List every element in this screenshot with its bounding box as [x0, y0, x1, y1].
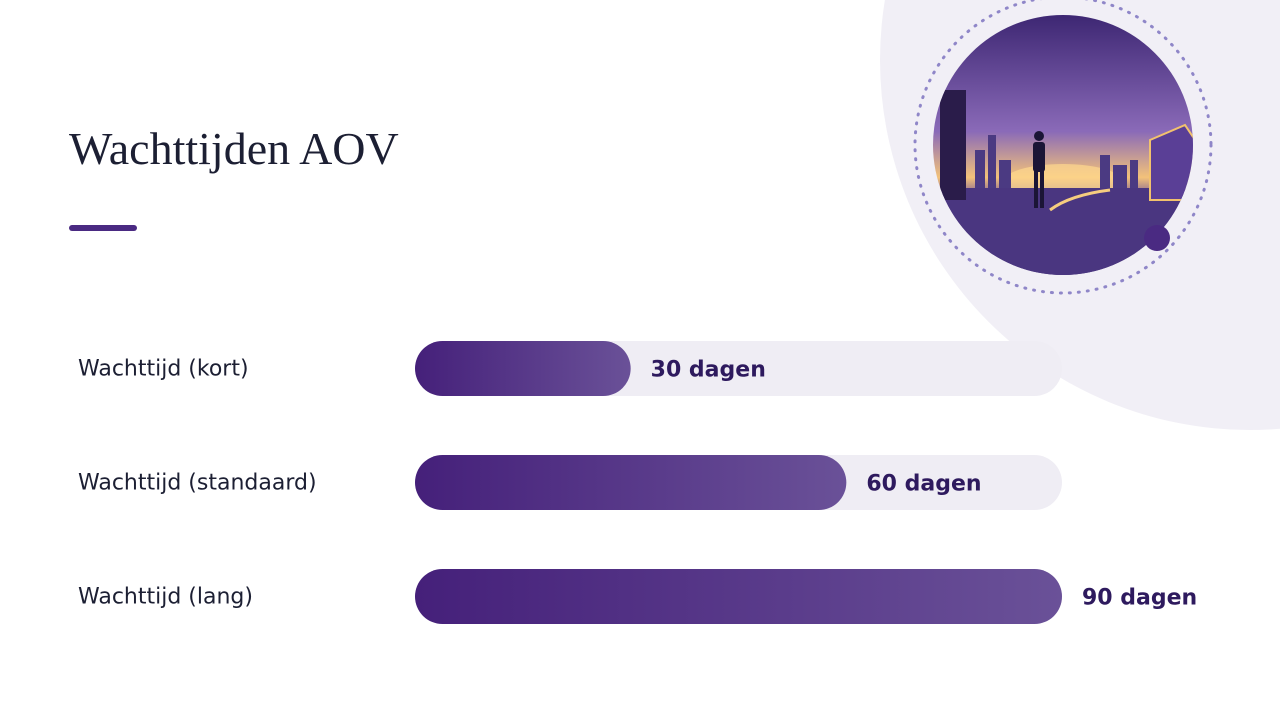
dotted-ring — [913, 0, 1213, 295]
bar — [415, 341, 631, 396]
decor-dot — [1144, 225, 1170, 251]
value-label: 30 dagen — [651, 358, 766, 383]
bar — [415, 569, 1062, 624]
bar — [415, 455, 847, 510]
value-label: 90 dagen — [1082, 586, 1197, 611]
category-label: Wachttijd (kort) — [78, 357, 249, 382]
chart-title: Wachttijden AOV — [69, 123, 399, 174]
category-label: Wachttijd (standaard) — [78, 471, 317, 496]
title-underline — [69, 225, 137, 231]
category-label: Wachttijd (lang) — [78, 585, 253, 610]
value-label: 60 dagen — [866, 472, 981, 497]
